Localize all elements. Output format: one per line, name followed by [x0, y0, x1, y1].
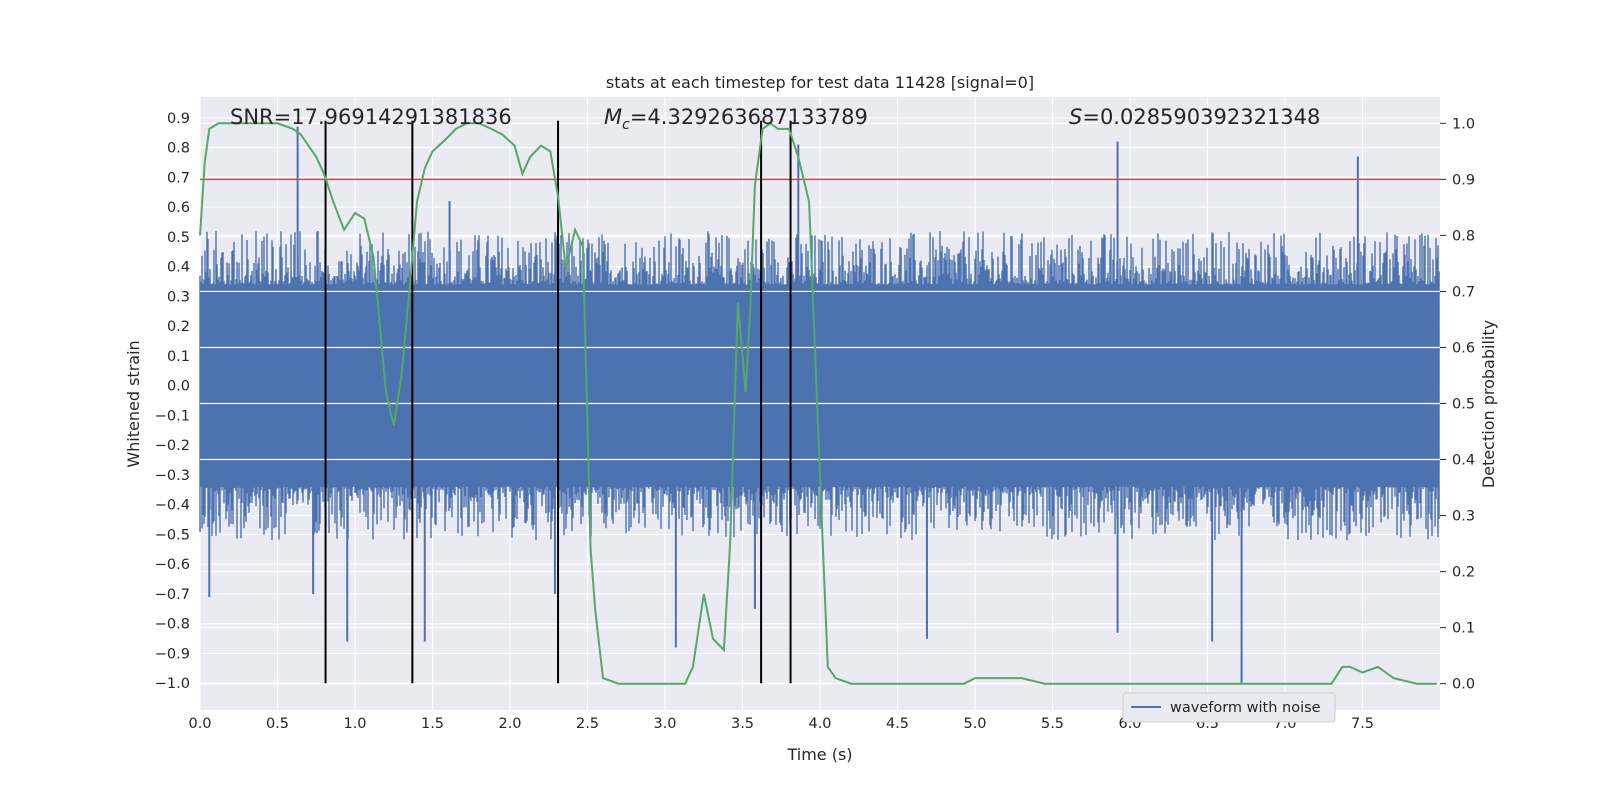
chirp-mass-annotation: Mc=4.329263687133789 — [604, 105, 868, 133]
y-left-axis-label: Whitened strain — [124, 340, 143, 467]
x-tick-label: 1.5 — [421, 716, 444, 732]
s-symbol: S — [1069, 105, 1082, 129]
y-left-tick-label: −0.1 — [155, 408, 190, 424]
y-left-axis-ticks: 0.9 0.8 0.7 0.6 0.5 0.4 0.3 0.2 0.1 0.0 −0.1 −0.2 −0… — [155, 111, 190, 692]
event-lines — [324, 120, 792, 684]
chart-title: stats at each timestep for test data 114… — [606, 73, 1034, 92]
x-tick-label: 7.5 — [1351, 716, 1374, 732]
y-left-tick-label: −0.4 — [155, 498, 190, 514]
y-right-axis-label: Detection probability — [1479, 320, 1498, 488]
x-tick-label: 5.5 — [1041, 716, 1064, 732]
x-tick-label: 2.5 — [576, 716, 599, 732]
legend-label: waveform with noise — [1170, 700, 1321, 716]
s-value: =0.028590392321348 — [1082, 105, 1320, 129]
x-tick-label: 4.0 — [808, 716, 831, 732]
y-right-tick-label: 0.6 — [1452, 340, 1475, 356]
y-left-tick-label: 0.1 — [167, 349, 190, 365]
y-left-tick-label: −0.7 — [155, 587, 190, 603]
y-right-tick-label: 0.4 — [1452, 453, 1475, 469]
x-tick-label: 0.0 — [188, 716, 211, 732]
y-right-tick-label: 0.0 — [1452, 677, 1475, 693]
y-right-tick-label: 0.3 — [1452, 509, 1475, 525]
y-left-tick-label: −0.3 — [155, 468, 190, 484]
y-left-tick-label: −0.5 — [155, 527, 190, 543]
y-right-tick-label: 0.2 — [1452, 565, 1475, 581]
y-left-tick-label: 0.6 — [167, 200, 190, 216]
legend: waveform with noise — [1122, 692, 1336, 723]
y-right-tick-label: 0.9 — [1452, 172, 1475, 188]
y-left-tick-label: 0.8 — [167, 141, 190, 157]
y-left-tick-label: −0.6 — [155, 557, 190, 573]
chirp-mass-symbol: M — [604, 105, 622, 129]
detection-probability-series — [199, 122, 1437, 685]
x-axis-label: Time (s) — [786, 745, 852, 764]
y-right-tick-label: 0.8 — [1452, 228, 1475, 244]
y-left-tick-label: −0.9 — [155, 646, 190, 662]
chirp-mass-value: =4.329263687133789 — [630, 105, 868, 129]
y-left-tick-label: −0.8 — [155, 617, 190, 633]
x-tick-label: 5.0 — [963, 716, 986, 732]
y-left-tick-label: 0.7 — [167, 170, 190, 186]
x-tick-label: 2.0 — [498, 716, 521, 732]
x-tick-label: 0.5 — [266, 716, 289, 732]
y-left-tick-label: 0.3 — [167, 289, 190, 305]
y-left-tick-label: 0.4 — [167, 260, 190, 276]
y-right-tick-label: 0.1 — [1452, 621, 1475, 637]
y-right-tick-label: 1.0 — [1452, 116, 1475, 132]
y-left-tick-label: 0.2 — [167, 319, 190, 335]
y-left-tick-label: 0.5 — [167, 230, 190, 246]
y-right-tick-label: 0.7 — [1452, 284, 1475, 300]
x-tick-label: 3.5 — [731, 716, 754, 732]
y-right-axis-ticks: 1.0 0.9 0.8 0.7 0.6 0.5 0.4 0.3 0.2 0.1 0.0 — [1440, 116, 1475, 693]
y-right-tick-label: 0.5 — [1452, 397, 1475, 413]
y-left-tick-label: 0.9 — [167, 111, 190, 127]
y-left-tick-label: 0.0 — [167, 379, 190, 395]
legend-box — [1122, 692, 1336, 723]
snr-annotation: SNR=17.96914291381836 — [230, 105, 512, 129]
x-tick-label: 3.0 — [653, 716, 676, 732]
chirp-mass-subscript: c — [622, 117, 630, 133]
y-left-tick-label: −0.2 — [155, 438, 190, 454]
y-left-tick-label: −1.0 — [155, 676, 190, 692]
x-tick-label: 4.5 — [886, 716, 909, 732]
x-tick-label: 1.0 — [343, 716, 366, 732]
s-annotation: S=0.028590392321348 — [1069, 105, 1320, 129]
